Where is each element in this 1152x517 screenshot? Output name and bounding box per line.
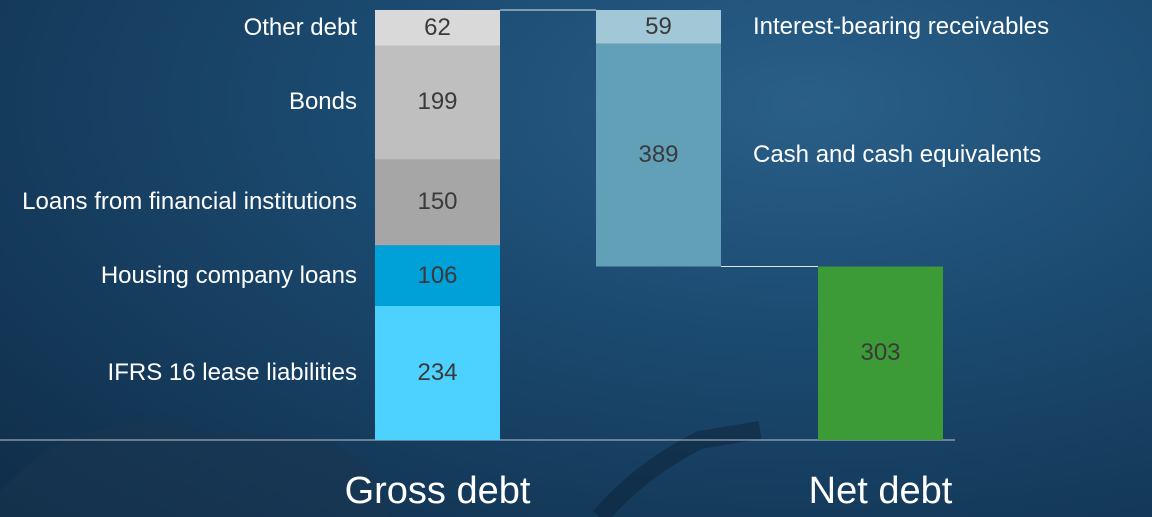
background-shape [0, 424, 390, 517]
value-label: 199 [417, 88, 457, 116]
segment-label: Loans from financial institutions [12, 187, 357, 217]
segment-label: Housing company loans [12, 261, 357, 291]
value-label: 62 [424, 14, 451, 42]
category-label: Gross debt [345, 470, 531, 513]
value-label: 234 [417, 359, 457, 387]
background-shape [600, 430, 760, 517]
chart [0, 0, 1152, 517]
segment-label: Interest-bearing receivables [753, 12, 1049, 42]
value-label: 59 [645, 13, 672, 41]
category-label: Net debt [809, 470, 953, 513]
value-label: 389 [638, 141, 678, 169]
value-label: 150 [417, 188, 457, 216]
segment-label: Cash and cash equivalents [753, 140, 1041, 170]
segment-label: Other debt [12, 13, 357, 43]
segment-label: Bonds [12, 87, 357, 117]
value-label: 303 [860, 339, 900, 367]
value-label: 106 [417, 262, 457, 290]
segment-label: IFRS 16 lease liabilities [12, 358, 357, 388]
slide: 234 IFRS 16 lease liabilities 106 Housing c… [0, 0, 1152, 517]
